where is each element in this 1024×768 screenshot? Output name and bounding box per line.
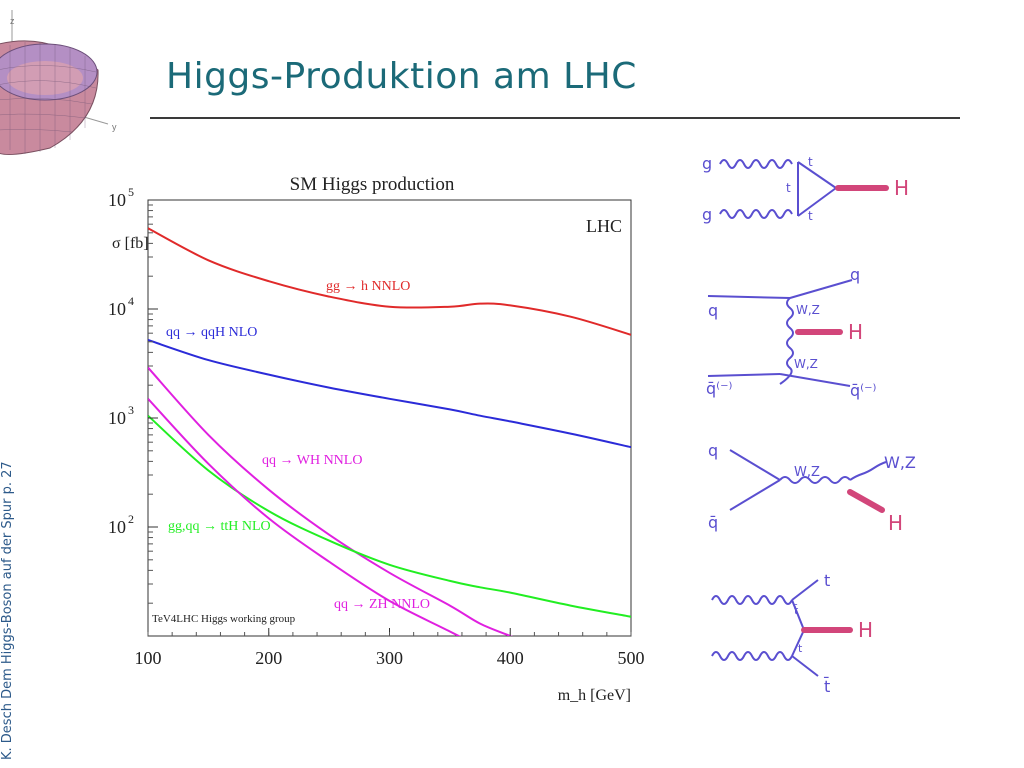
series-label: qq → qqH NLO — [166, 325, 257, 340]
d1-loop2-label: t — [786, 181, 791, 195]
d2-out-bottom-label: q̄⁽⁻⁾ — [850, 381, 877, 400]
d2-higgs-label: H — [848, 320, 863, 344]
series-label: gg,qq → ttH NLO — [168, 519, 271, 534]
d1-in1-label: g — [702, 154, 712, 173]
d2-in-top-label: q — [708, 301, 718, 320]
d3-out-boson-label: W,Z — [884, 453, 916, 472]
x-tick-label: 100 — [135, 648, 162, 668]
x-axis-label: m_h [GeV] — [558, 687, 631, 704]
y-tick-exponent: 2 — [128, 512, 134, 526]
d1-loop3-label: t — [808, 209, 813, 223]
title-divider — [150, 117, 960, 119]
y-tick-label: 10 — [108, 408, 126, 428]
slide-title: Higgs-Produktion am LHC — [166, 56, 637, 97]
x-tick-label: 200 — [255, 648, 282, 668]
credit-label: TeV4LHC Higgs working group — [152, 613, 296, 625]
vbf-diagram — [707, 279, 853, 387]
y-tick-exponent: 4 — [128, 294, 134, 308]
series-line — [148, 366, 513, 636]
x-tick-label: 400 — [497, 648, 524, 668]
y-tick-label: 10 — [108, 517, 126, 537]
d2-boson2-label: W,Z — [794, 357, 818, 371]
corner-label: LHC — [586, 216, 622, 236]
d3-in2-label: q̄ — [708, 513, 718, 532]
logo-axis-z: z — [10, 16, 15, 26]
series-line — [148, 339, 631, 449]
y-tick-exponent: 5 — [128, 185, 134, 199]
y-tick-label: 10 — [108, 299, 126, 319]
bowl-logo: z y — [0, 10, 117, 155]
gluon-fusion-diagram — [719, 159, 837, 219]
d4-prop2-label: t — [798, 642, 803, 655]
logo-axis-y: y — [112, 122, 117, 132]
d4-prop1-label: t̄ — [793, 604, 799, 617]
series-line — [148, 398, 461, 636]
chart-title: SM Higgs production — [290, 174, 455, 195]
d2-out-top-label: q — [850, 265, 860, 284]
d1-in2-label: g — [702, 205, 712, 224]
series-line — [148, 414, 631, 618]
higgs-production-chart: SM Higgs production gg → h NNLO qq → qqH … — [108, 174, 645, 704]
y-tick-exponent: 3 — [128, 403, 134, 417]
d1-higgs-label: H — [894, 176, 909, 200]
d4-out-bottom-label: t̄ — [823, 677, 830, 696]
series-layer: gg → h NNLO qq → qqH NLO qq → WH NNLO gg,qq… — [148, 227, 631, 636]
tth-diagram — [711, 579, 819, 677]
d3-higgs-label: H — [888, 511, 903, 535]
d3-propagator-label: W,Z — [794, 465, 820, 480]
x-tick-label: 500 — [618, 648, 645, 668]
series-label: qq → ZH NNLO — [334, 597, 430, 612]
d4-out-top-label: t — [824, 571, 830, 590]
higgs-line-3 — [847, 489, 885, 513]
feynman-diagrams: g g t t t q q W,Z W,Z q̄⁽⁻⁾ q̄⁽⁻⁾ q q̄ W… — [702, 154, 916, 696]
d2-in-bottom-label: q̄⁽⁻⁾ — [706, 379, 733, 398]
d3-in1-label: q — [708, 441, 718, 460]
series-line — [148, 227, 631, 336]
y-tick-label: 10 — [108, 190, 126, 210]
source-note: K. Desch Dem Higgs-Boson auf der Spur p.… — [0, 461, 15, 760]
series-label: gg → h NNLO — [326, 279, 410, 294]
x-tick-label: 300 — [376, 648, 403, 668]
d1-loop1-label: t — [808, 155, 813, 169]
d2-boson1-label: W,Z — [796, 303, 820, 317]
d4-higgs-label: H — [858, 618, 873, 642]
series-label: qq → WH NNLO — [262, 453, 362, 468]
higgsstrahlung-diagram — [729, 449, 887, 511]
y-axis-label: σ [fb] — [112, 235, 149, 252]
